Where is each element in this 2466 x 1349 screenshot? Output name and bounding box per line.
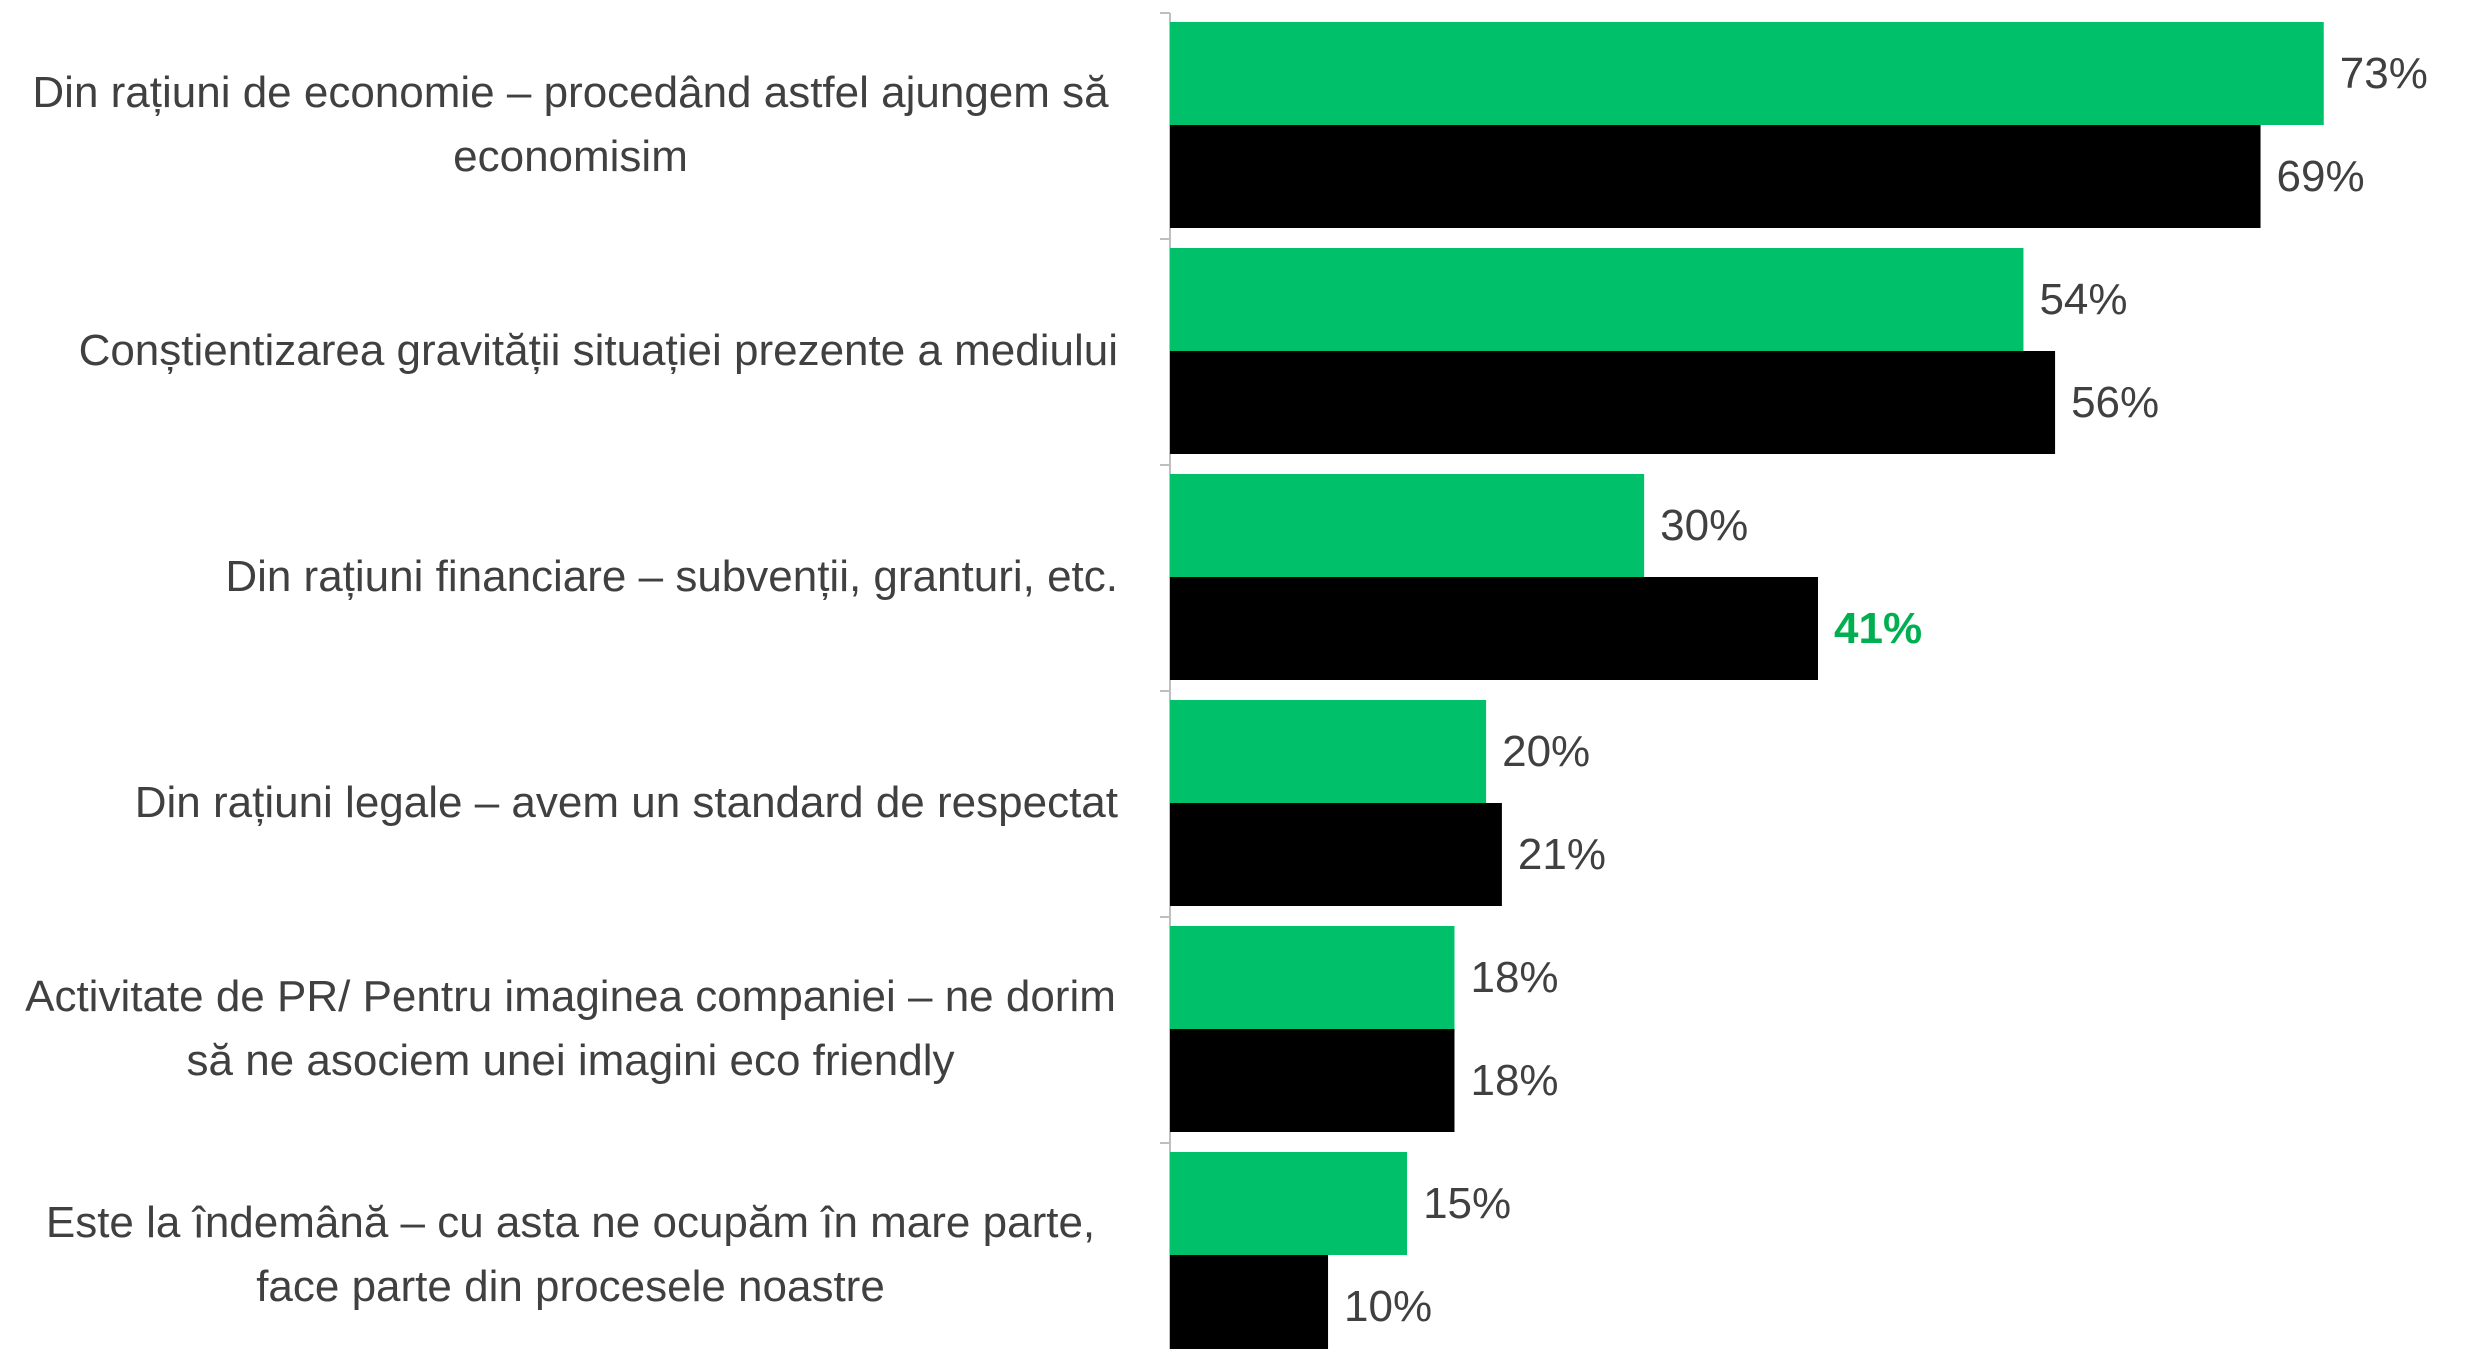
value-label: 18% [1470, 1056, 1558, 1105]
bar [1170, 125, 2261, 228]
bar [1170, 248, 2024, 351]
category-label: Este la îndemână – cu asta ne ocupăm în … [45, 1198, 1096, 1311]
category-label: Din rațiuni legale – avem un standard de… [134, 778, 1118, 827]
bar [1170, 1152, 1408, 1255]
category-label-wrap: Conștientizarea gravității situației pre… [0, 319, 1118, 383]
bar [1170, 1255, 1329, 1349]
value-label: 21% [1518, 830, 1606, 879]
bar [1170, 577, 1818, 680]
bar [1170, 700, 1487, 803]
category-label: Activitate de PR/ Pentru imaginea compan… [25, 972, 1116, 1085]
category-label: Din rațiuni de economie – procedând astf… [32, 68, 1109, 181]
bar [1170, 474, 1645, 577]
value-label: 30% [1660, 501, 1748, 550]
value-label: 18% [1470, 953, 1558, 1002]
value-label: 73% [2340, 49, 2428, 98]
value-label: 56% [2071, 378, 2159, 427]
category-label-wrap: Este la îndemână – cu asta ne ocupăm în … [0, 1191, 1118, 1319]
value-label: 41% [1834, 604, 1922, 653]
bar [1170, 1029, 1455, 1132]
category-label-wrap: Din rațiuni de economie – procedând astf… [0, 61, 1118, 189]
bar [1170, 351, 2056, 454]
bar [1170, 803, 1502, 906]
value-label: 20% [1502, 727, 1590, 776]
category-label-wrap: Din rațiuni legale – avem un standard de… [0, 771, 1118, 835]
category-label-wrap: Activitate de PR/ Pentru imaginea compan… [0, 965, 1118, 1093]
bar [1170, 22, 2324, 125]
value-label: 69% [2277, 152, 2365, 201]
value-label: 15% [1423, 1179, 1511, 1228]
category-label: Din rațiuni financiare – subvenții, gran… [225, 552, 1118, 601]
value-label: 54% [2039, 275, 2127, 324]
value-label: 10% [1344, 1282, 1432, 1331]
bar [1170, 926, 1455, 1029]
category-label: Conștientizarea gravității situației pre… [78, 326, 1118, 375]
category-label-wrap: Din rațiuni financiare – subvenții, gran… [0, 545, 1118, 609]
